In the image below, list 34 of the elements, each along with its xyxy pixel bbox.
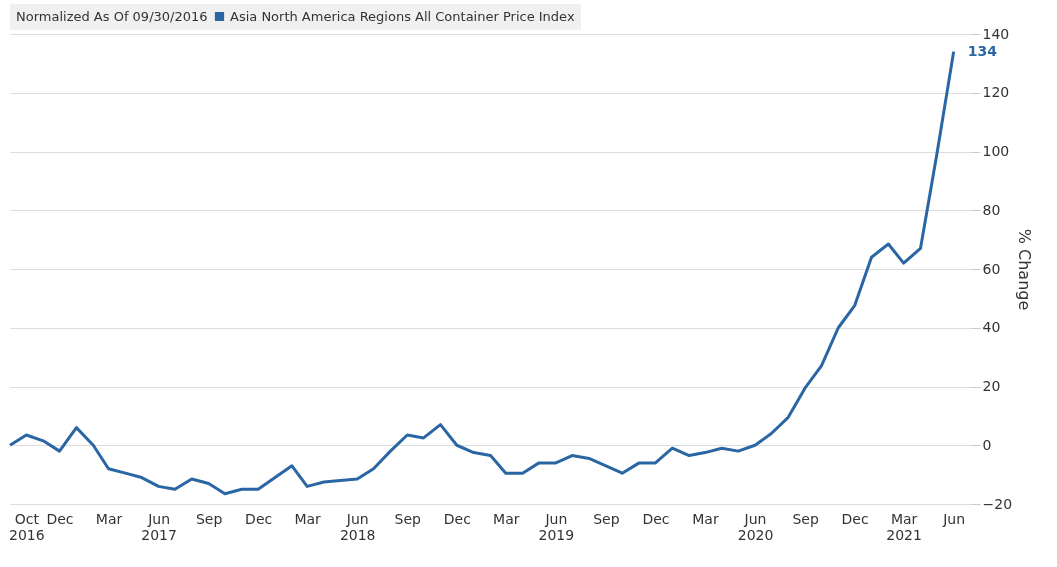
data-label: 134 (967, 42, 998, 59)
y-tick-label: 120 (982, 84, 1010, 101)
line-series (8, 50, 956, 496)
x-tick-label: Mar (95, 510, 123, 527)
x-tick-label: Dec (841, 510, 869, 527)
x-tick-label: Mar (493, 510, 520, 527)
y-tick-label: 40 (982, 319, 1001, 336)
x-tick-label: Sep (792, 510, 819, 527)
y-tick-label: 0 (982, 436, 992, 453)
x-tick-label: Jun 2017 (141, 510, 177, 543)
legend-title: Normalized As Of 09/30/2016 (16, 9, 208, 24)
x-tick-label: Mar 2021 (886, 510, 922, 543)
y-tick-label: 80 (982, 201, 1001, 218)
x-tick-label: Mar (294, 510, 322, 527)
legend-label: Asia North America Regions All Container Price Index (230, 8, 575, 24)
y-axis-title: % Change (1015, 228, 1035, 311)
y-tick-label: 100 (982, 143, 1010, 159)
x-tick-label: Dec (642, 510, 670, 527)
x-tick-label: Dec (443, 510, 471, 527)
x-tick-label: Jun 2020 (737, 510, 774, 543)
x-tick-label: Dec (46, 510, 74, 527)
x-tick-label: Oct 2016 (9, 510, 45, 543)
x-tick-label: Jun (942, 510, 966, 527)
x-tick-label: Sep (394, 510, 422, 527)
x-tick-label: Dec (245, 510, 273, 527)
y-tick-label: −20 (982, 495, 1013, 512)
y-tick-label: 140 (982, 25, 1010, 42)
y-tick-label: 20 (982, 378, 1001, 394)
x-tick-label: Jun 2018 (339, 510, 376, 543)
x-tick-label: Jun 2019 (538, 510, 575, 543)
x-tick-label: Sep (195, 510, 223, 527)
y-tick-label: 60 (982, 260, 1001, 277)
x-tick-label: Sep (593, 510, 620, 527)
x-tick-label: Mar (692, 510, 719, 527)
